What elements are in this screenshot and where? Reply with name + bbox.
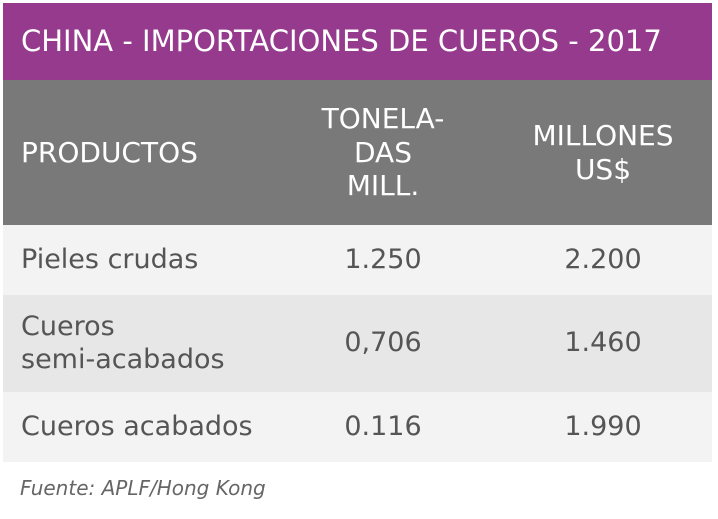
table-cell: Cueros semi-acabados [21, 311, 225, 375]
table-cell: 1.460 [564, 327, 642, 359]
title: CHINA - IMPORTACIONES DE CUEROS - 2017 [3, 3, 712, 80]
table-cell: 2.200 [564, 243, 642, 275]
table-cell: Cueros acabados [21, 410, 253, 442]
column-header: PRODUCTOS [21, 135, 198, 169]
table-row: Pieles crudas 1.250 2.200 [3, 225, 712, 295]
table-cell: 1.250 [344, 243, 422, 275]
column-header: MILLONES US$ [532, 118, 674, 186]
column-header: TONELA- DAS MILL. [321, 102, 445, 203]
table-row: Cueros semi-acabados 0,706 1.460 [3, 295, 712, 392]
table-cell: 0,706 [344, 327, 422, 359]
table-row: Cueros acabados 0.116 1.990 [3, 392, 712, 462]
table-cell: 1.990 [564, 410, 642, 442]
table-cell: Pieles crudas [21, 243, 199, 275]
source-note: Fuente: APLF/Hong Kong [20, 476, 266, 500]
table-cell: 0.116 [344, 410, 422, 442]
table-header: PRODUCTOS TONELA- DAS MILL. MILLONES US$ [3, 80, 712, 225]
